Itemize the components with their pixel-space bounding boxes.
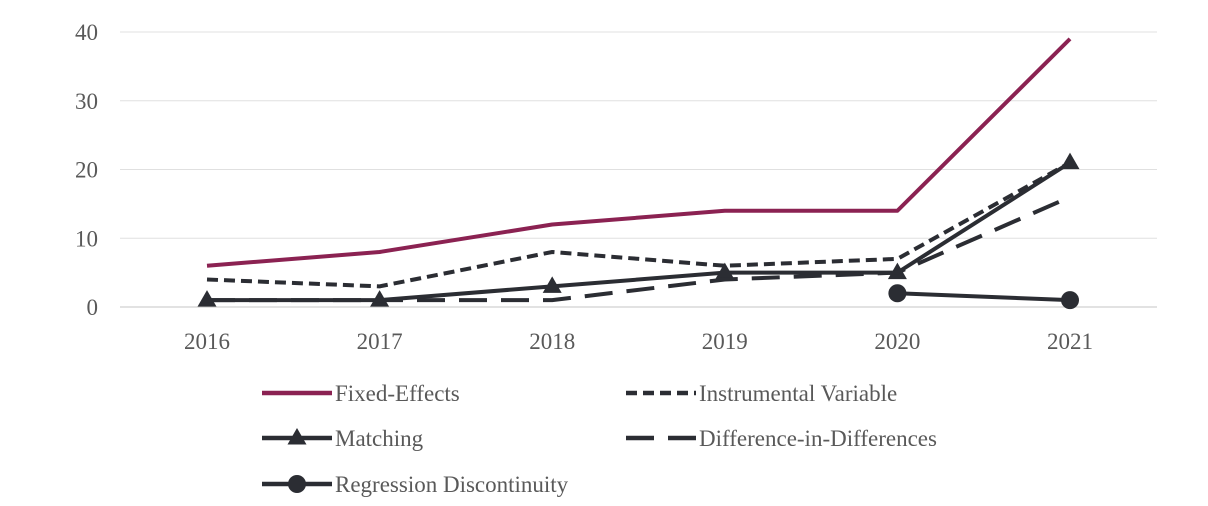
legend-item-regression-discontinuity: Regression Discontinuity xyxy=(262,472,569,497)
series-line-regression-discontinuity xyxy=(897,291,1071,303)
legend-marker xyxy=(287,428,307,445)
y-tick-label: 20 xyxy=(75,158,98,183)
legend-label: Instrumental Variable xyxy=(699,381,897,406)
legend-item-difference-in-differences: Difference-in-Differences xyxy=(626,426,937,451)
legend-label: Matching xyxy=(335,426,424,451)
y-tick-label: 40 xyxy=(75,20,98,45)
x-tick-label: 2020 xyxy=(874,329,920,354)
x-tick-label: 2019 xyxy=(702,329,748,354)
x-tick-label: 2016 xyxy=(184,329,230,354)
point-matching xyxy=(1060,152,1080,170)
x-tick-label: 2018 xyxy=(529,329,575,354)
x-tick-label: 2021 xyxy=(1047,329,1093,354)
series-line-instrumental-variable xyxy=(206,160,1071,289)
legend-label: Fixed-Effects xyxy=(335,381,460,406)
point-matching xyxy=(715,262,735,280)
x-tick-label: 2017 xyxy=(357,329,403,354)
series-line-fixed-effects xyxy=(206,37,1072,268)
point-matching xyxy=(542,276,562,293)
legend-item-matching: Matching xyxy=(262,426,424,451)
legend-label: Regression Discontinuity xyxy=(335,472,569,497)
series-line-difference-in-differences xyxy=(207,195,1071,303)
y-tick-label: 10 xyxy=(75,226,98,251)
y-tick-label: 30 xyxy=(75,89,98,114)
legend-marker xyxy=(288,475,306,493)
legend-item-instrumental-variable: Instrumental Variable xyxy=(626,381,897,406)
point-regression-discontinuity xyxy=(1061,291,1079,310)
point-regression-discontinuity xyxy=(888,284,907,303)
legend-item-fixed-effects: Fixed-Effects xyxy=(262,381,460,406)
y-tick-label: 0 xyxy=(87,295,99,320)
series-line-matching xyxy=(207,160,1072,303)
legend-label: Difference-in-Differences xyxy=(699,426,937,451)
